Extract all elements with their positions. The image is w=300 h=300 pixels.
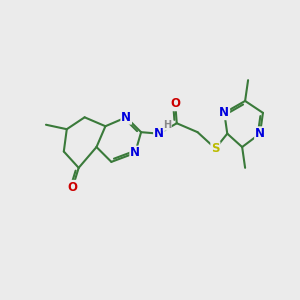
Text: N: N — [121, 111, 131, 124]
Text: N: N — [154, 127, 164, 140]
Text: N: N — [255, 127, 265, 140]
Text: O: O — [68, 181, 78, 194]
Text: N: N — [130, 146, 140, 160]
Text: O: O — [170, 98, 180, 110]
Text: S: S — [211, 142, 220, 155]
Text: N: N — [219, 106, 229, 119]
Text: H: H — [163, 120, 171, 130]
